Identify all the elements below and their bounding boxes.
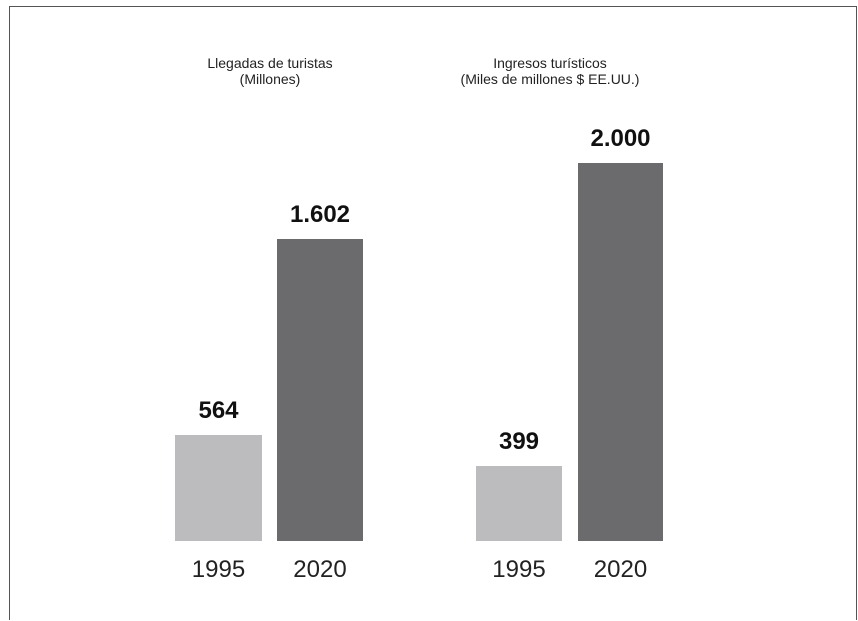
chart2-value-label-1995: 399 [498,428,540,455]
chart1-title-line2: (Millones) [239,71,301,87]
chart2-category-label-2020: 2020 [593,556,648,583]
chart1-bar-1995 [175,435,262,541]
chart2-title-line2: (Miles de millones $ EE.UU.) [460,71,640,87]
chart2-bar-1995 [476,466,562,541]
chart1-title-line1: Llegadas de turistas [207,55,333,71]
chart2-category-label-1995: 1995 [492,556,546,583]
chart1-value-label-1995: 564 [198,397,239,424]
chart2-bar-2020 [578,163,663,541]
figure-frame [9,6,857,620]
chart2-title-line1: Ingresos turísticos [493,55,607,71]
chart1-category-label-1995: 1995 [191,556,246,583]
chart2-value-label-2020: 2.000 [590,125,651,152]
chart1-value-label-2020: 1.602 [289,201,351,228]
chart1-category-label-2020: 2020 [293,556,347,583]
chart1-bar-2020 [277,239,363,541]
